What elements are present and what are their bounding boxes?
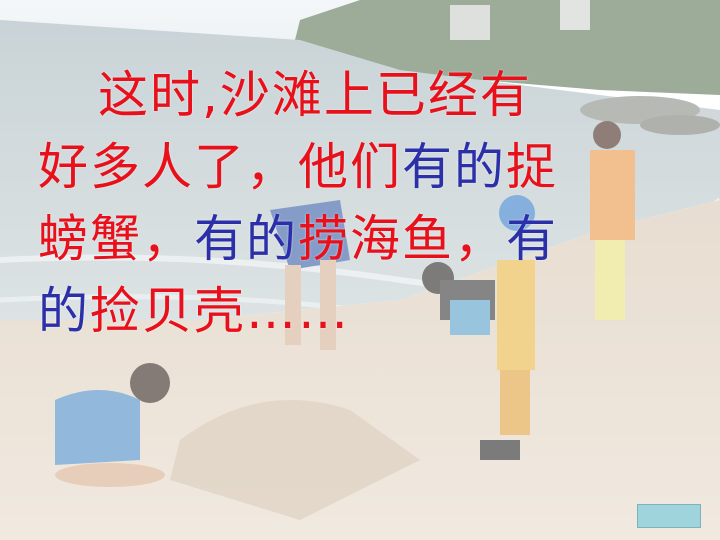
text-segment: 有的 [194, 210, 298, 268]
text-segment: 捡贝壳…… [90, 282, 350, 340]
text-segment: 的 [38, 282, 90, 340]
child-figure-crouching [422, 262, 495, 335]
text-line-4: 的捡贝壳…… [38, 280, 350, 342]
text-segment: 有的 [402, 138, 506, 196]
next-slide-button[interactable] [637, 504, 701, 528]
text-segment: 这时,沙滩上已经有 [98, 66, 532, 124]
text-line-2: 好多人了，他们有的捉 [38, 136, 558, 198]
text-segment: 有 [506, 210, 558, 268]
text-segment: 捞海鱼， [298, 210, 506, 268]
child-figure-left [55, 363, 170, 487]
child-figure-center [480, 195, 535, 460]
text-line-3: 螃蟹，有的捞海鱼，有 [38, 208, 558, 270]
adult-figure-bending [270, 200, 350, 350]
child-figure-right [590, 121, 635, 320]
text-segment: 捉 [506, 138, 558, 196]
text-line-1: 这时,沙滩上已经有 [98, 64, 532, 126]
text-segment: 好多人了，他们 [38, 138, 402, 196]
text-segment: 螃蟹， [38, 210, 194, 268]
